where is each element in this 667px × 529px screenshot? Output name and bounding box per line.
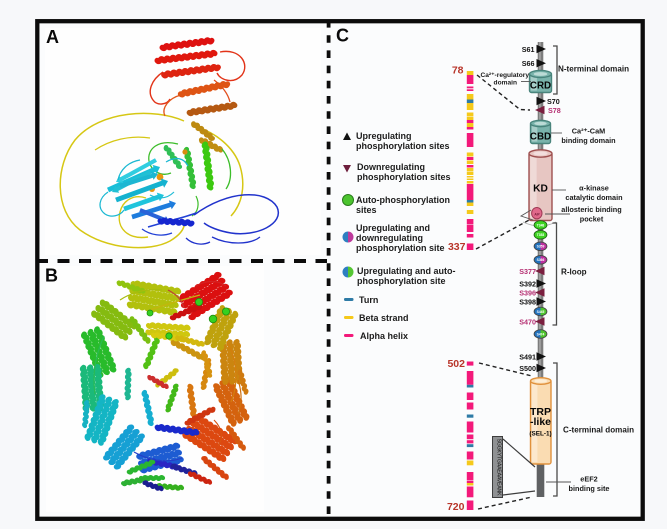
svg-text:S470: S470 bbox=[519, 318, 536, 327]
svg-text:CBD: CBD bbox=[530, 132, 551, 143]
svg-text:S396: S396 bbox=[519, 289, 536, 298]
svg-text:binding domain: binding domain bbox=[561, 136, 615, 145]
svg-text:binding site: binding site bbox=[569, 484, 610, 493]
svg-text:Alpha helix: Alpha helix bbox=[360, 331, 408, 341]
svg-text:502: 502 bbox=[447, 358, 465, 370]
svg-text:R-loop: R-loop bbox=[561, 268, 587, 277]
svg-text:phosphorylation site: phosphorylation site bbox=[357, 276, 446, 286]
svg-text:S359: S359 bbox=[537, 245, 545, 249]
svg-text:S392: S392 bbox=[519, 280, 536, 289]
svg-text:A: A bbox=[46, 27, 59, 47]
svg-text:S398: S398 bbox=[519, 298, 536, 307]
svg-text:S491: S491 bbox=[519, 352, 536, 361]
svg-text:CRD: CRD bbox=[530, 81, 551, 92]
svg-text:S366: S366 bbox=[537, 258, 545, 262]
svg-text:S445: S445 bbox=[537, 310, 545, 314]
svg-text:eEF2: eEF2 bbox=[580, 475, 597, 484]
svg-text:337: 337 bbox=[448, 241, 466, 253]
svg-text:phosphorylation sites: phosphorylation sites bbox=[357, 172, 451, 182]
svg-text:S78: S78 bbox=[548, 106, 561, 115]
svg-text:α-kinase: α-kinase bbox=[579, 184, 609, 193]
svg-text:-like: -like bbox=[530, 416, 551, 428]
svg-text:KD: KD bbox=[533, 184, 548, 195]
svg-text:AlP: AlP bbox=[534, 213, 540, 217]
svg-text:phosphorylation site: phosphorylation site bbox=[356, 243, 445, 253]
svg-text:(SEL-1): (SEL-1) bbox=[529, 431, 551, 438]
svg-text:downregulating: downregulating bbox=[356, 233, 423, 243]
svg-text:78: 78 bbox=[452, 65, 464, 77]
svg-text:B: B bbox=[45, 266, 58, 286]
svg-text:S66: S66 bbox=[522, 59, 535, 68]
svg-text:Upregulating: Upregulating bbox=[356, 131, 412, 141]
svg-text:allosteric binding: allosteric binding bbox=[561, 205, 621, 214]
svg-text:phosphorylation sites: phosphorylation sites bbox=[356, 141, 450, 151]
svg-text:Ca²⁺-regulatory: Ca²⁺-regulatory bbox=[480, 72, 529, 79]
svg-text:Ca²⁺-CaM: Ca²⁺-CaM bbox=[572, 127, 605, 136]
svg-text:sites: sites bbox=[356, 205, 377, 215]
svg-text:Turn: Turn bbox=[359, 295, 378, 305]
svg-text:S474: S474 bbox=[537, 332, 545, 336]
svg-text:C: C bbox=[336, 26, 349, 46]
svg-text:TRP: TRP bbox=[530, 406, 551, 418]
svg-text:Beta strand: Beta strand bbox=[359, 313, 409, 323]
svg-text:S61: S61 bbox=[522, 45, 535, 54]
svg-text:T348: T348 bbox=[537, 223, 545, 227]
svg-text:N-terminal domain: N-terminal domain bbox=[558, 65, 629, 74]
svg-text:pocket: pocket bbox=[580, 215, 604, 224]
svg-text:SGGKYTGAAEAAVEANK: SGGKYTGAAEAAVEANK bbox=[496, 439, 502, 496]
svg-text:T353: T353 bbox=[537, 233, 545, 237]
svg-text:S377: S377 bbox=[519, 267, 536, 276]
svg-text:Auto-phosphorylation: Auto-phosphorylation bbox=[356, 195, 450, 205]
svg-text:C-terminal domain: C-terminal domain bbox=[563, 426, 634, 435]
svg-text:Upregulating and auto-: Upregulating and auto- bbox=[357, 266, 456, 276]
svg-text:domain: domain bbox=[494, 80, 517, 87]
svg-text:catalytic domain: catalytic domain bbox=[565, 193, 622, 202]
svg-text:S500: S500 bbox=[519, 364, 536, 373]
svg-text:Downregulating: Downregulating bbox=[357, 162, 425, 172]
svg-text:720: 720 bbox=[447, 501, 465, 513]
svg-text:S70: S70 bbox=[547, 97, 560, 106]
svg-text:Upregulating and: Upregulating and bbox=[356, 223, 430, 233]
